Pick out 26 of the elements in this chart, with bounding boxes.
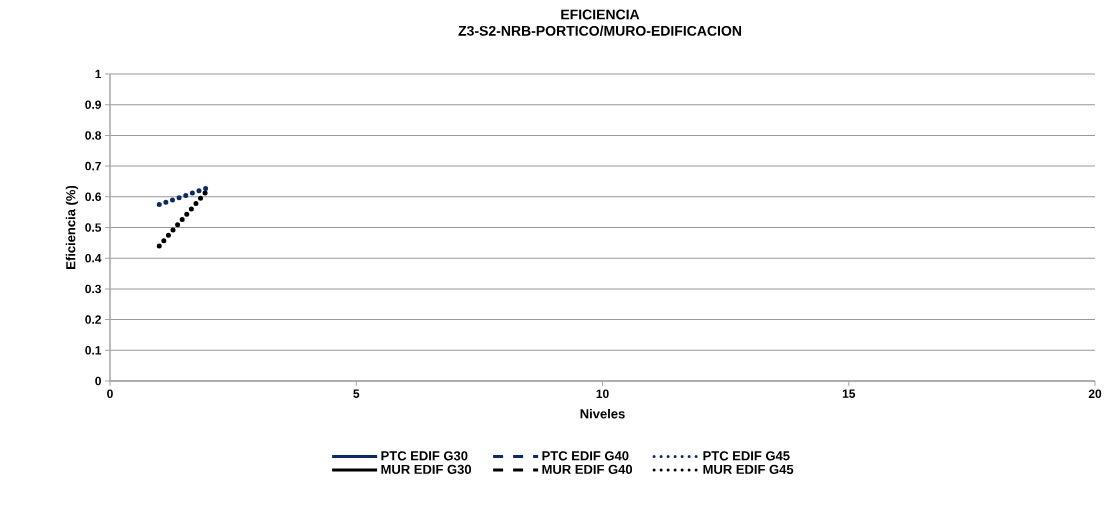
legend-label: MUR EDIF G30	[381, 464, 472, 474]
x-tick-label: 15	[842, 389, 856, 398]
y-tick-label: 0.6	[85, 192, 102, 202]
x-tick-label: 10	[596, 389, 609, 399]
legend-label: PTC EDIF G45	[703, 451, 790, 461]
chart-subtitle: Z3-S2-NRB-PORTICO/MURO-EDIFICACION	[458, 25, 742, 36]
y-tick-label: 0.3	[85, 284, 102, 294]
x-axis-title: Niveles	[580, 408, 625, 419]
y-axis-title: Eficiencia (%)	[65, 185, 78, 269]
y-tick-label: 0.7	[85, 161, 101, 171]
legend-label: MUR EDIF G45	[703, 464, 794, 474]
legend-label: MUR EDIF G40	[542, 464, 633, 474]
y-tick-label: 0.5	[85, 223, 102, 232]
y-tick-label: 0.2	[85, 315, 101, 324]
y-tick-label: 0	[95, 376, 101, 386]
legend-label: PTC EDIF G30	[381, 451, 468, 461]
y-tick-label: 0.4	[85, 253, 102, 263]
y-tick-label: 0.9	[85, 100, 102, 109]
x-tick-label: 0	[107, 389, 113, 399]
x-tick-label: 5	[353, 389, 360, 398]
y-tick-label: 0.8	[85, 131, 102, 140]
x-tick-label: 20	[1088, 389, 1102, 399]
legend-label: PTC EDIF G40	[542, 451, 629, 461]
y-tick-label: 0.1	[85, 346, 102, 355]
chart-title: EFICIENCIA	[561, 9, 640, 20]
y-tick-label: 1	[95, 69, 102, 79]
